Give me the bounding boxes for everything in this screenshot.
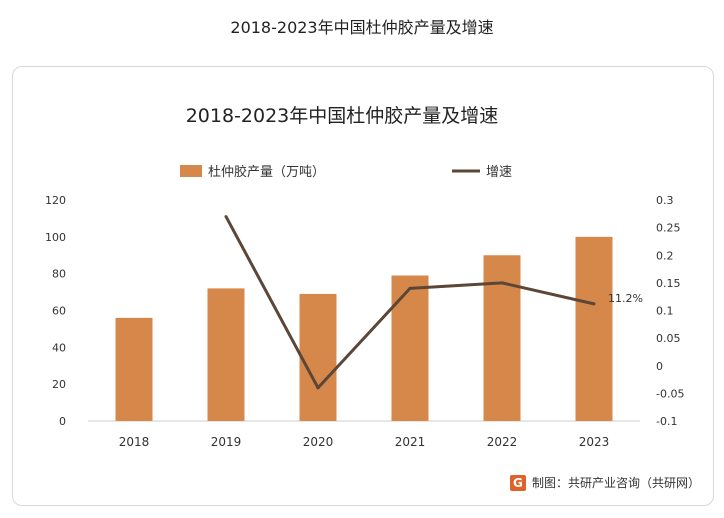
y-right-tick-label: 0.1: [656, 305, 674, 318]
y-left-tick-label: 120: [45, 194, 66, 207]
y-right-tick-label: -0.1: [656, 415, 677, 428]
y-right-tick-label: 0.2: [656, 249, 674, 262]
x-tick-label: 2018: [119, 435, 150, 449]
legend-line-label: 增速: [486, 165, 512, 180]
data-label: 11.2%: [608, 292, 643, 305]
source-credit: G 制图：共研产业咨询（共研网）: [509, 474, 700, 491]
y-left-tick-label: 60: [52, 305, 66, 318]
y-right-tick-label: 0.3: [656, 194, 674, 207]
legend-bar-swatch: [180, 165, 202, 177]
bar: [207, 288, 245, 421]
bar: [115, 317, 153, 421]
logo-icon: G: [509, 474, 526, 491]
growth-point: [316, 386, 320, 390]
page-title: 2018-2023年中国杜仲胶产量及增速: [230, 18, 494, 37]
x-tick-label: 2023: [579, 435, 610, 449]
y-left-tick-label: 80: [52, 268, 66, 281]
growth-point: [408, 286, 412, 290]
growth-point: [224, 215, 228, 219]
bar: [391, 275, 429, 421]
bar: [483, 255, 521, 421]
y-right-tick-label: 0.25: [656, 222, 681, 235]
growth-point: [592, 302, 596, 306]
legend-bar-label: 杜仲胶产量（万吨）: [208, 164, 325, 180]
x-tick-label: 2019: [211, 435, 242, 449]
x-tick-label: 2021: [395, 435, 426, 449]
y-right-tick-label: -0.05: [656, 387, 684, 400]
y-right-tick-label: 0.05: [656, 332, 681, 345]
bar: [575, 236, 613, 421]
y-right-tick-label: 0.15: [656, 277, 681, 290]
x-tick-label: 2020: [303, 435, 334, 449]
growth-point: [500, 281, 504, 285]
bar: [299, 293, 337, 421]
y-right-tick-label: 0: [656, 360, 663, 373]
chart-title: 2018-2023年中国杜仲胶产量及增速: [186, 105, 499, 127]
y-left-tick-label: 20: [52, 378, 66, 391]
x-tick-label: 2022: [487, 435, 518, 449]
y-left-tick-label: 100: [45, 231, 66, 244]
y-left-tick-label: 0: [59, 415, 66, 428]
y-left-tick-label: 40: [52, 341, 66, 354]
source-label: 制图：共研产业咨询（共研网）: [531, 476, 700, 490]
